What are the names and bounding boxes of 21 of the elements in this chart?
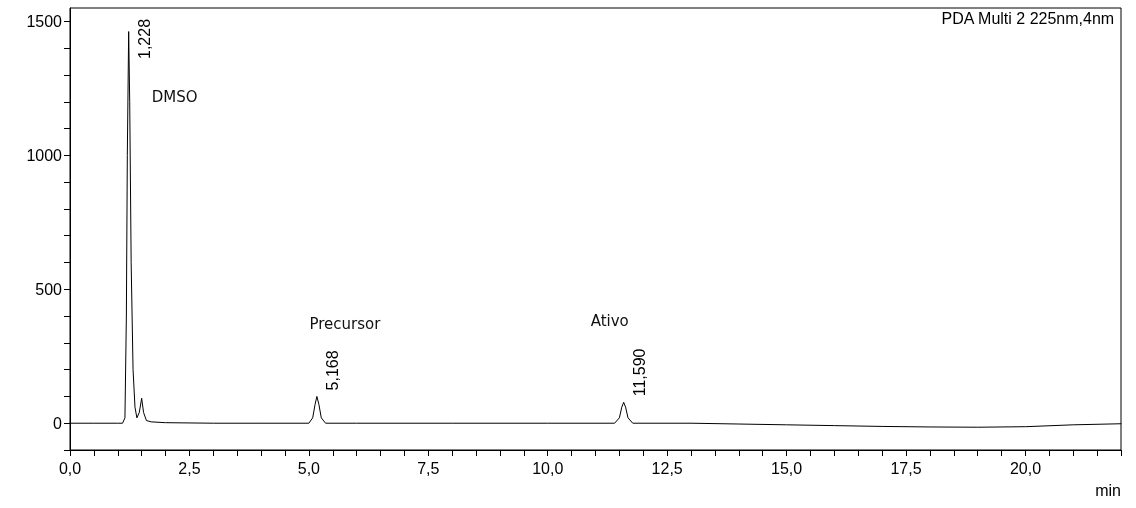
annotation: Ativo <box>590 312 629 331</box>
x-tick-label: 17,5 <box>890 459 922 477</box>
chart-title: PDA Multi 2 225nm,4nm <box>941 9 1115 27</box>
annotation: Precursor <box>309 315 382 334</box>
x-tick-label: 15,0 <box>771 459 803 477</box>
annotation: DMSO <box>151 87 198 106</box>
y-tick-label: 500 <box>35 280 63 298</box>
annotation: 11,590 <box>631 348 649 397</box>
annotation: 1,228 <box>136 18 154 59</box>
x-tick-label: 20,0 <box>1009 459 1042 477</box>
y-tick-label: 1500 <box>26 12 63 30</box>
x-tick-label: 5,0 <box>297 459 321 477</box>
x-tick-label: 2,5 <box>178 459 201 477</box>
x-tick-label: 7,5 <box>417 459 440 477</box>
x-tick-label: 12,5 <box>651 459 683 477</box>
x-tick-label: 0,0 <box>58 459 82 477</box>
x-axis-title: min <box>1095 481 1121 499</box>
x-tick-label: 10,0 <box>532 459 564 477</box>
y-tick-label: 1000 <box>26 146 63 164</box>
y-tick-label: 0 <box>53 414 63 432</box>
annotation: 5,168 <box>324 350 342 391</box>
